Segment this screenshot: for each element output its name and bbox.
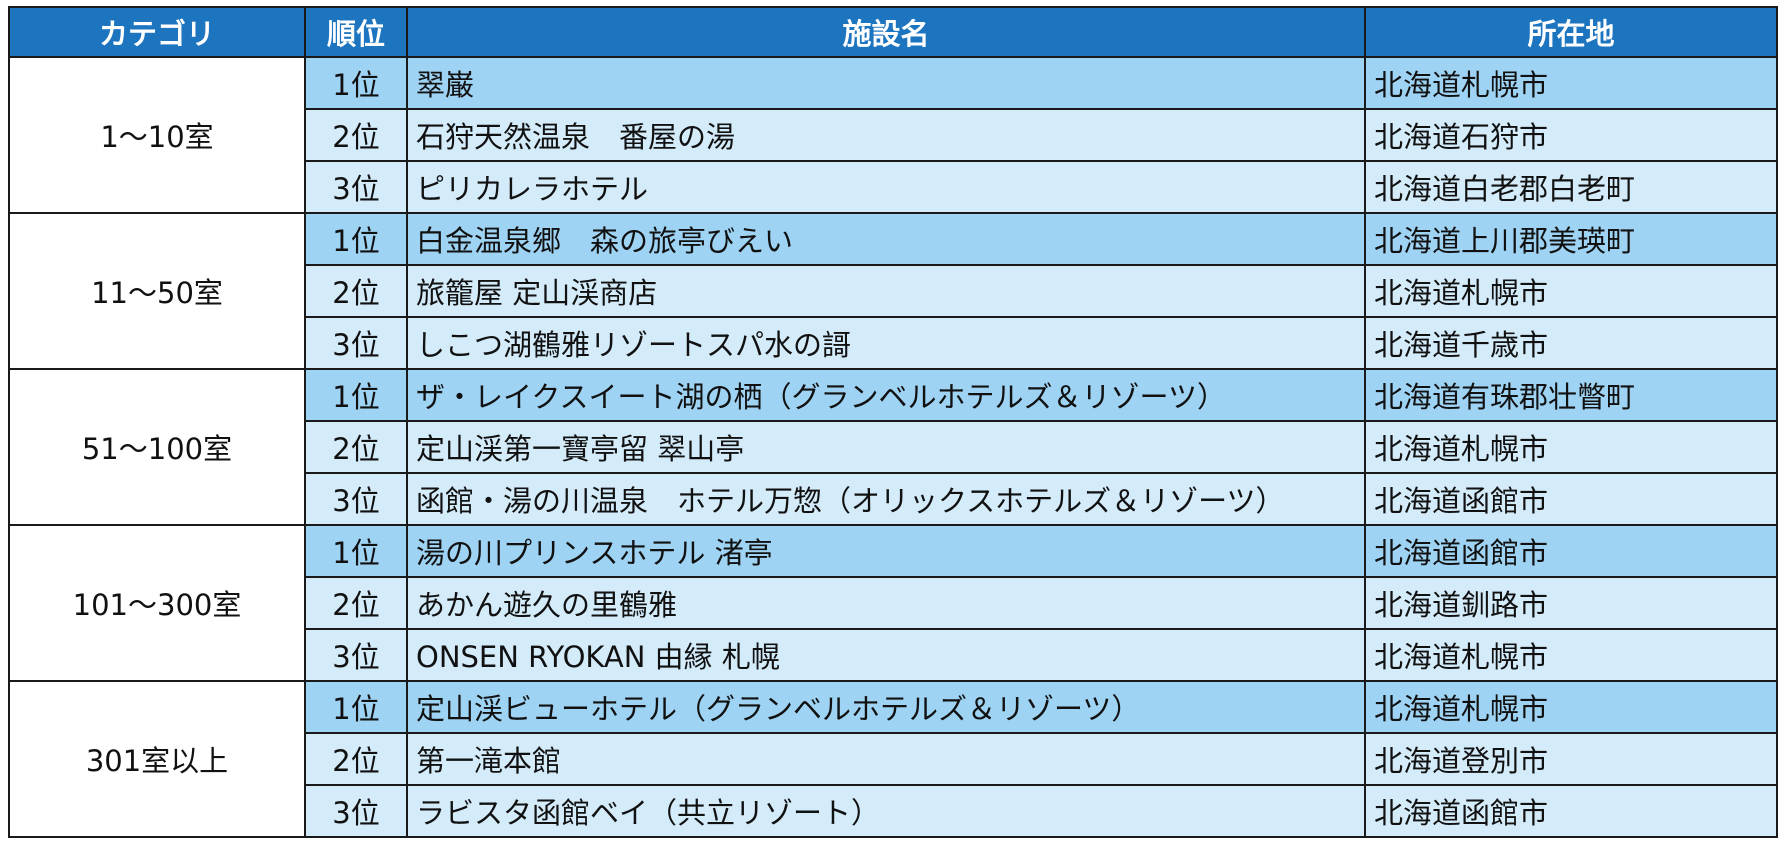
rank-cell: 2位 [306, 266, 406, 316]
category-cell: 51～100室 [10, 370, 304, 524]
rank-cell: 3位 [306, 318, 406, 368]
facility-name-cell: あかん遊久の里鶴雅 [408, 578, 1364, 628]
location-cell: 北海道札幌市 [1366, 682, 1776, 732]
facility-name-cell: 石狩天然温泉 番屋の湯 [408, 110, 1364, 160]
location-cell: 北海道函館市 [1366, 474, 1776, 524]
facility-name-cell: 定山渓第一寶亭留 翠山亭 [408, 422, 1364, 472]
rank-cell: 1位 [306, 214, 406, 264]
category-cell: 101～300室 [10, 526, 304, 680]
location-cell: 北海道札幌市 [1366, 630, 1776, 680]
facility-name-cell: 翠巌 [408, 58, 1364, 108]
header-facility-name: 施設名 [408, 8, 1364, 56]
category-cell: 11～50室 [10, 214, 304, 368]
location-cell: 北海道札幌市 [1366, 58, 1776, 108]
location-cell: 北海道白老郡白老町 [1366, 162, 1776, 212]
facility-name-cell: ラビスタ函館ベイ（共立リゾート） [408, 786, 1364, 836]
ranking-table: カテゴリ 順位 施設名 所在地 1～10室 1位 翠巌 北海道札幌市 2位 石狩… [8, 6, 1778, 838]
rank-cell: 2位 [306, 734, 406, 784]
rank-cell: 1位 [306, 682, 406, 732]
facility-name-cell: ピリカレラホテル [408, 162, 1364, 212]
rank-cell: 1位 [306, 526, 406, 576]
facility-name-cell: 函館・湯の川温泉 ホテル万惣（オリックスホテルズ＆リゾーツ） [408, 474, 1364, 524]
location-cell: 北海道札幌市 [1366, 422, 1776, 472]
rank-cell: 2位 [306, 422, 406, 472]
rank-cell: 1位 [306, 58, 406, 108]
facility-name-cell: 湯の川プリンスホテル 渚亭 [408, 526, 1364, 576]
facility-name-cell: ザ・レイクスイート湖の栖（グランベルホテルズ＆リゾーツ） [408, 370, 1364, 420]
location-cell: 北海道千歳市 [1366, 318, 1776, 368]
rank-cell: 3位 [306, 786, 406, 836]
location-cell: 北海道函館市 [1366, 526, 1776, 576]
location-cell: 北海道石狩市 [1366, 110, 1776, 160]
location-cell: 北海道釧路市 [1366, 578, 1776, 628]
facility-name-cell: 旅籠屋 定山渓商店 [408, 266, 1364, 316]
category-cell: 1～10室 [10, 58, 304, 212]
header-location: 所在地 [1366, 8, 1776, 56]
facility-name-cell: 定山渓ビューホテル（グランベルホテルズ＆リゾーツ） [408, 682, 1364, 732]
location-cell: 北海道上川郡美瑛町 [1366, 214, 1776, 264]
header-category: カテゴリ [10, 8, 304, 56]
category-cell: 301室以上 [10, 682, 304, 836]
rank-cell: 1位 [306, 370, 406, 420]
location-cell: 北海道札幌市 [1366, 266, 1776, 316]
facility-name-cell: 第一滝本館 [408, 734, 1364, 784]
rank-cell: 3位 [306, 630, 406, 680]
rank-cell: 2位 [306, 110, 406, 160]
location-cell: 北海道函館市 [1366, 786, 1776, 836]
location-cell: 北海道登別市 [1366, 734, 1776, 784]
rank-cell: 3位 [306, 474, 406, 524]
facility-name-cell: しこつ湖鶴雅リゾートスパ水の謌 [408, 318, 1364, 368]
facility-name-cell: 白金温泉郷 森の旅亭びえい [408, 214, 1364, 264]
rank-cell: 2位 [306, 578, 406, 628]
rank-cell: 3位 [306, 162, 406, 212]
facility-name-cell: ONSEN RYOKAN 由縁 札幌 [408, 630, 1364, 680]
header-rank: 順位 [306, 8, 406, 56]
location-cell: 北海道有珠郡壮瞥町 [1366, 370, 1776, 420]
